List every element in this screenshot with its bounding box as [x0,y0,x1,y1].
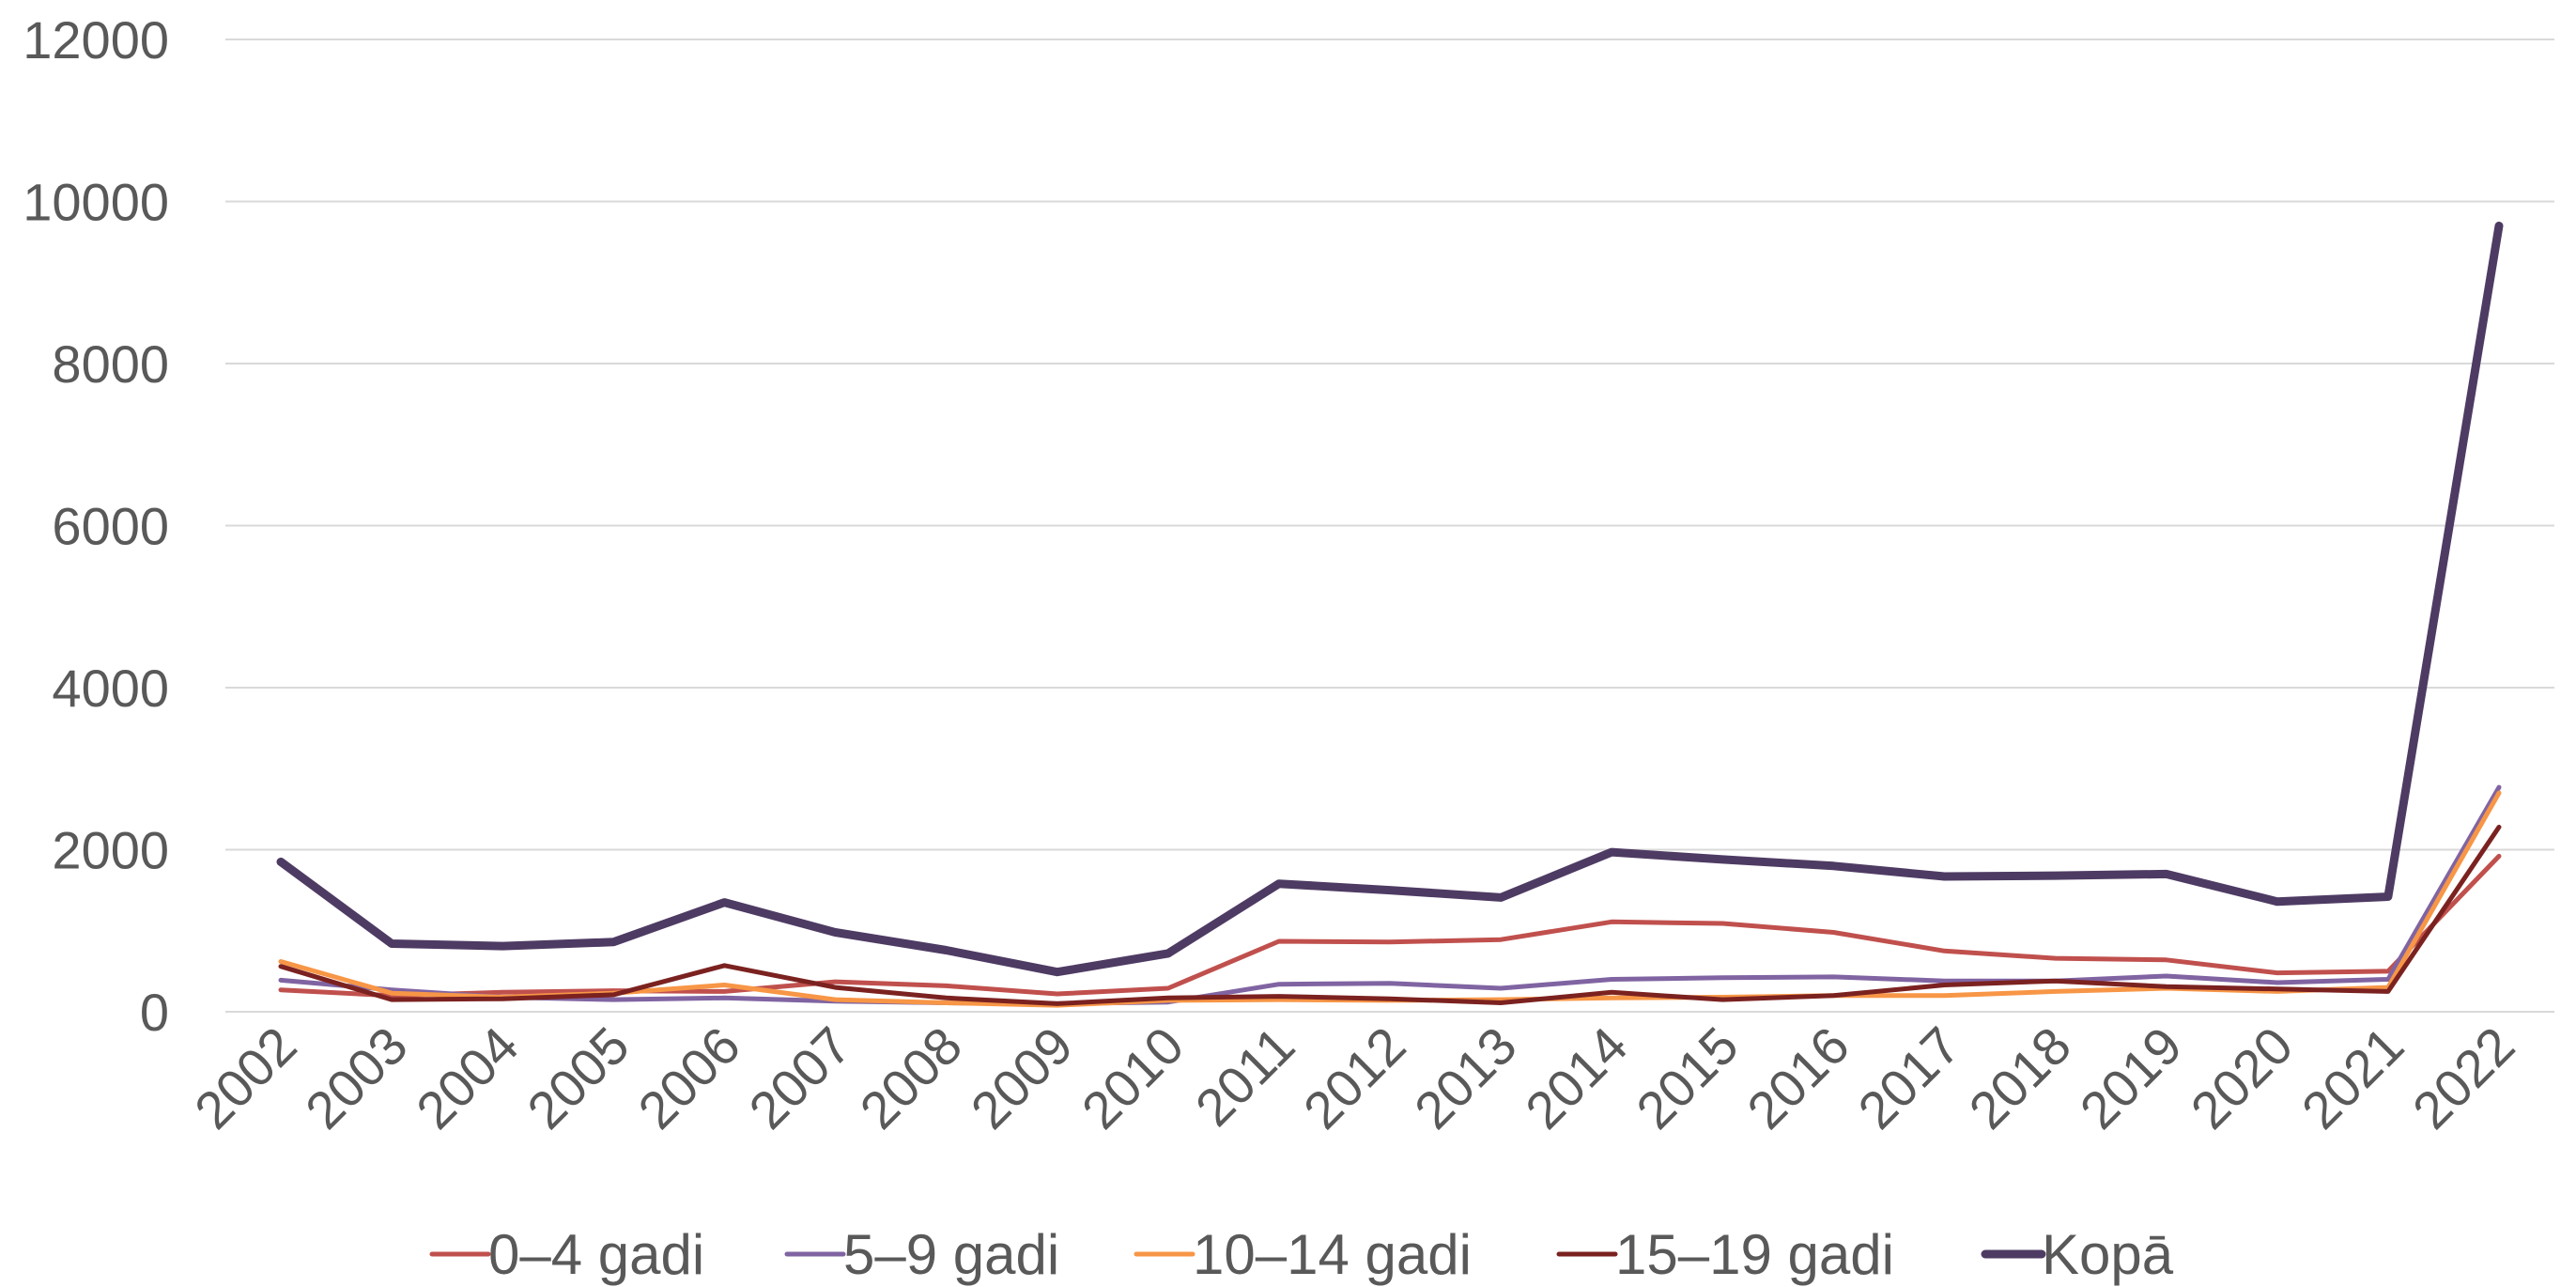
x-tick-label: 2004 [405,1016,530,1140]
x-tick-label: 2011 [1184,1016,1306,1138]
series-line-2 [278,784,2502,1006]
legend: 0–4 gadi 5–9 gadi 10–14 gadi 15–19 gadi Kopā [429,1223,2174,1286]
x-tick-label: 2017 [1846,1016,1971,1140]
legend-label-2: 5–9 gadi [843,1223,1059,1286]
x-tick-label: 2020 [2180,1016,2305,1140]
gridlines [225,39,2554,1013]
x-tick-label: 2016 [1735,1016,1860,1140]
x-tick-label: 2018 [1957,1016,2082,1140]
x-tick-label: 2003 [294,1016,419,1140]
y-tick-label: 8000 [52,334,169,394]
y-tick-label: 6000 [52,497,169,556]
y-axis-tick-labels: 0 2000 4000 6000 8000 10000 12000 [23,10,169,1042]
x-tick-label: 2007 [737,1016,862,1140]
series-line-4 [278,824,2502,1006]
x-tick-label: 2006 [626,1016,751,1140]
series-lines [276,221,2504,1008]
x-tick-label: 2005 [516,1016,640,1140]
y-tick-label: 0 [140,983,169,1042]
x-tick-label: 2002 [183,1016,308,1140]
x-tick-label: 2019 [2069,1016,2194,1140]
legend-label-3: 10–14 gadi [1193,1223,1472,1286]
x-tick-label: 2022 [2401,1016,2526,1140]
x-tick-label: 2012 [1292,1016,1417,1140]
y-tick-label: 12000 [23,10,169,70]
legend-label-5: Kopā [2042,1223,2174,1286]
y-tick-label: 2000 [52,821,169,880]
legend-label-4: 15–19 gadi [1615,1223,1894,1286]
legend-label-1: 0–4 gadi [488,1223,704,1286]
x-tick-label: 2014 [1514,1016,1639,1140]
x-tick-label: 2013 [1403,1016,1528,1140]
x-tick-label: 2015 [1625,1016,1750,1140]
x-tick-label: 2008 [848,1016,973,1140]
series-line-5 [276,221,2504,977]
y-tick-label: 4000 [52,659,169,718]
x-tick-label: 2009 [960,1016,1085,1140]
x-axis-tick-labels: 2002200320042005200620072008200920102011… [183,1016,2526,1140]
x-tick-label: 2021 [2291,1016,2415,1140]
series-line-3 [278,790,2502,1008]
y-tick-label: 10000 [23,173,169,232]
x-tick-label: 2010 [1071,1016,1195,1140]
